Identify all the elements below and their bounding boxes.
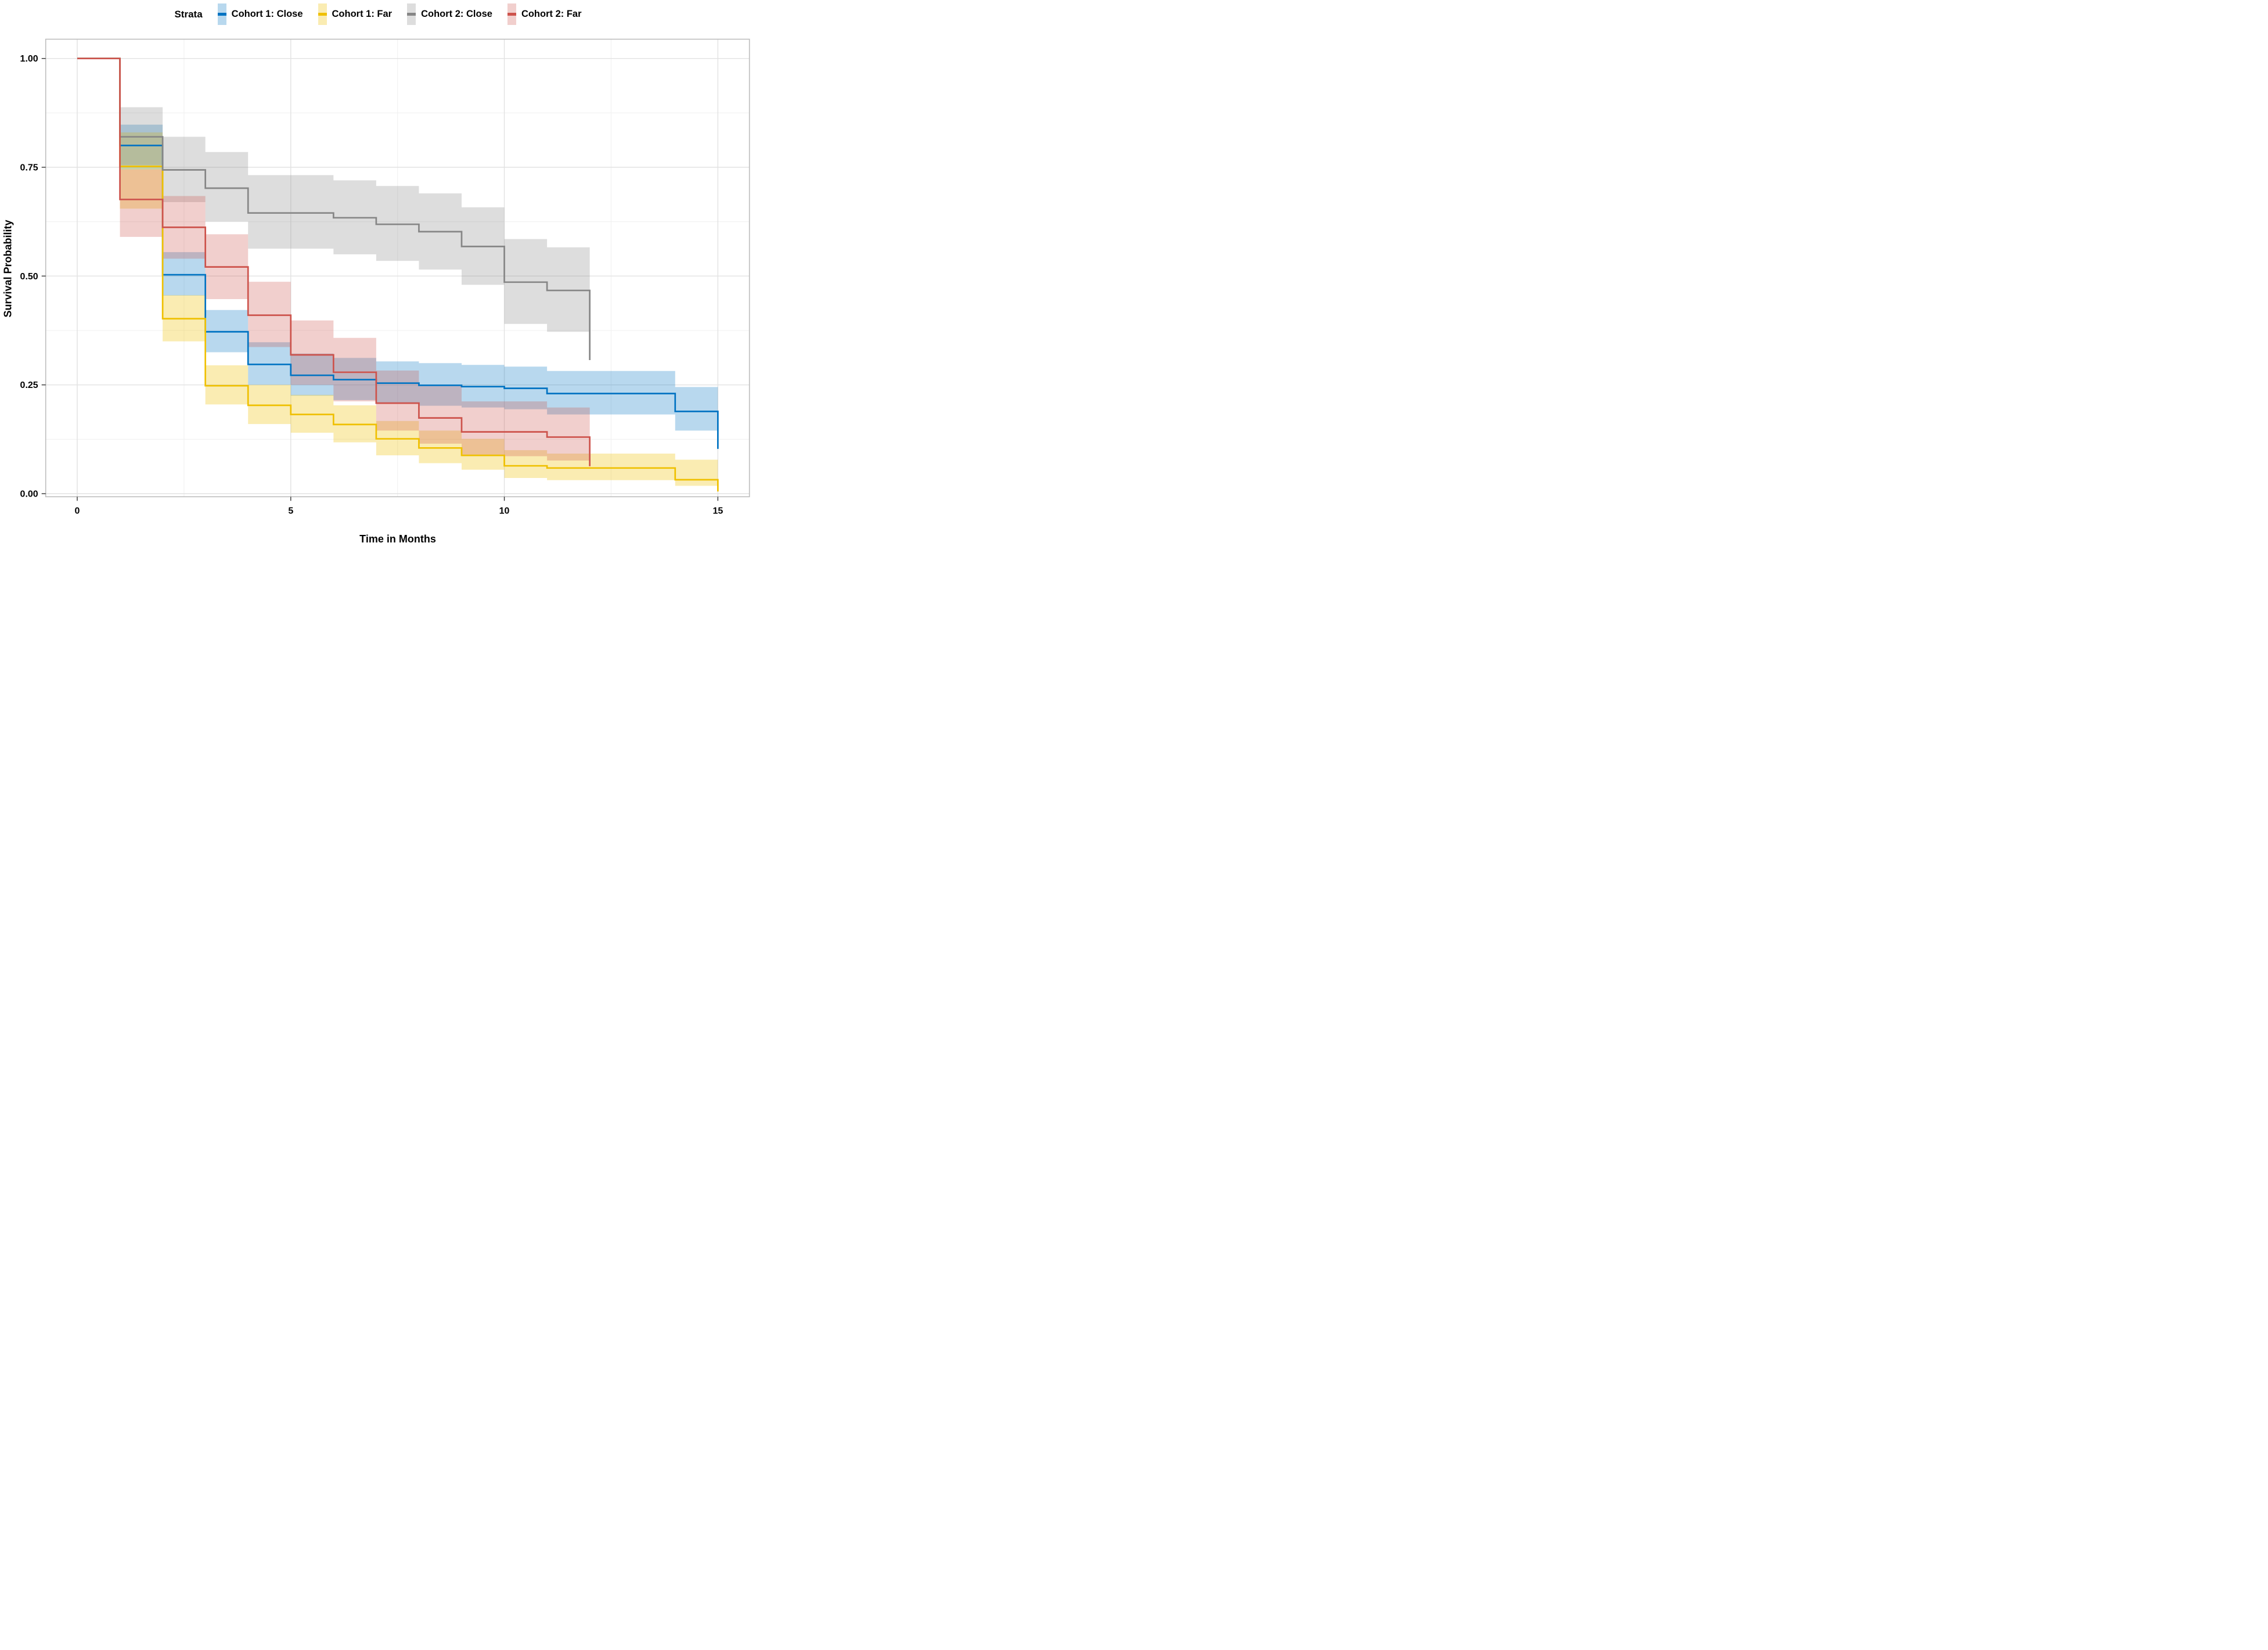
y-tick-label: 0.75 — [20, 163, 38, 173]
y-tick-label: 0.25 — [20, 380, 38, 390]
y-tick-label: 0.50 — [20, 272, 38, 282]
x-tick-label: 15 — [712, 506, 723, 516]
x-tick-label: 5 — [288, 506, 293, 516]
legend-label: Cohort 1: Far — [332, 9, 393, 19]
panel-border — [45, 38, 750, 498]
chart-canvas: 0 5 10 15 1.00 0.75 0.50 0.25 0.00 — [20, 38, 750, 516]
legend-key-icon — [507, 3, 516, 25]
survival-curve-cohort-1-far — [77, 57, 719, 492]
ci-ribbon-cohort-1-far — [120, 132, 718, 486]
legend-label: Cohort 1: Close — [231, 9, 303, 19]
legend-label: Cohort 2: Far — [521, 9, 582, 19]
x-tick-label: 10 — [499, 506, 510, 516]
chart-area: 0 5 10 15 1.00 0.75 0.50 0.25 0.00 — [0, 0, 756, 550]
legend-key-icon — [407, 3, 416, 25]
legend: Strata Cohort 1: Close Cohort 1: Far Cohor… — [0, 3, 756, 25]
y-tick-label: 1.00 — [20, 54, 38, 64]
legend-item-cohort-1-far: Cohort 1: Far — [318, 3, 393, 25]
ci-ribbon-cohort-2-far — [120, 169, 590, 461]
legend-label: Cohort 2: Close — [421, 9, 492, 19]
x-tick-label: 0 — [75, 506, 80, 516]
legend-item-cohort-1-close: Cohort 1: Close — [217, 3, 303, 25]
ci-ribbon-cohort-2-close — [120, 107, 590, 332]
legend-item-cohort-2-close: Cohort 2: Close — [407, 3, 492, 25]
legend-line-swatch — [407, 13, 416, 16]
ci-ribbon-cohort-1-close — [120, 124, 718, 431]
survival-curve-cohort-2-far — [77, 57, 591, 466]
legend-line-swatch — [318, 13, 327, 16]
x-axis-title: Time in Months — [359, 533, 436, 545]
legend-title: Strata — [174, 8, 203, 20]
legend-key-icon — [217, 3, 226, 25]
legend-line-swatch — [507, 13, 516, 16]
km-survival-plot: Strata Cohort 1: Close Cohort 1: Far Cohor… — [0, 0, 756, 550]
legend-line-swatch — [217, 13, 226, 16]
legend-key-icon — [318, 3, 327, 25]
survival-curve-cohort-2-close — [77, 57, 591, 360]
y-tick-label: 0.00 — [20, 490, 38, 499]
legend-item-cohort-2-far: Cohort 2: Far — [507, 3, 582, 25]
y-axis-title: Survival Probability — [2, 220, 14, 318]
